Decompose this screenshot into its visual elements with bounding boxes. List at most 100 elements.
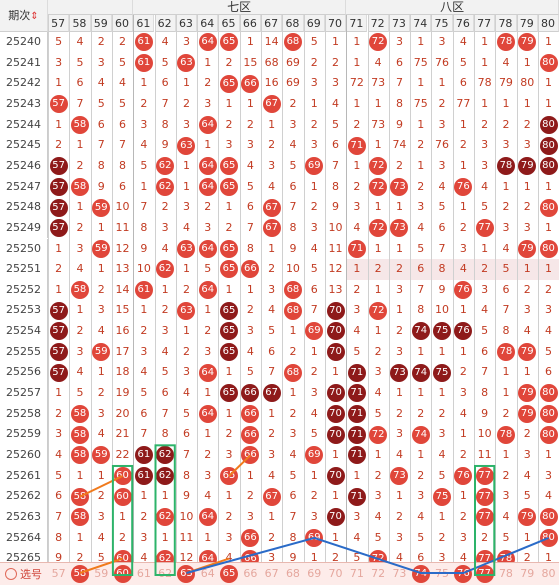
ball-25258-64: 64 xyxy=(198,405,217,424)
column-header-80[interactable]: 80 xyxy=(537,15,559,32)
miss-count-25241-72: 4 xyxy=(374,55,382,69)
column-header-62[interactable]: 62 xyxy=(154,15,176,32)
miss-count-25263-68: 7 xyxy=(289,509,297,523)
miss-count-25259-69: 5 xyxy=(310,427,318,441)
miss-count-25246-76: 1 xyxy=(459,158,467,172)
column-header-75[interactable]: 75 xyxy=(431,15,453,32)
picker-number-69[interactable]: 69 xyxy=(307,567,322,580)
picker-number-79[interactable]: 79 xyxy=(520,567,535,580)
picker-number-71[interactable]: 71 xyxy=(349,567,364,580)
ball-25255-65: 65 xyxy=(220,343,239,362)
picker-number-74[interactable]: 74 xyxy=(411,565,430,583)
miss-count-25245-57: 2 xyxy=(55,138,63,152)
miss-count-25252-74: 7 xyxy=(417,282,425,296)
miss-count-25246-58: 2 xyxy=(76,158,84,172)
miss-count-25248-76: 1 xyxy=(459,200,467,214)
column-header-65[interactable]: 65 xyxy=(218,15,240,32)
miss-count-25248-74: 3 xyxy=(417,200,425,214)
miss-count-25264-71: 4 xyxy=(353,530,361,544)
column-header-59[interactable]: 59 xyxy=(90,15,112,32)
picker-number-67[interactable]: 67 xyxy=(264,567,279,580)
ball-25246-79: 79 xyxy=(518,157,537,176)
miss-count-25261-68: 5 xyxy=(289,468,297,482)
miss-count-25262-72: 3 xyxy=(374,489,382,503)
column-header-68[interactable]: 68 xyxy=(282,15,304,32)
picker-number-60[interactable]: 60 xyxy=(113,565,132,583)
picker-number-64[interactable]: 64 xyxy=(200,567,215,580)
miss-count-25245-61: 4 xyxy=(140,138,148,152)
picker-number-58[interactable]: 58 xyxy=(70,565,89,583)
picker-number-72[interactable]: 72 xyxy=(371,567,386,580)
miss-count-25255-71: 5 xyxy=(353,344,361,358)
miss-count-25254-71: 4 xyxy=(353,324,361,338)
miss-count-25246-75: 3 xyxy=(438,158,446,172)
miss-count-25245-67: 2 xyxy=(268,138,276,152)
miss-count-25242-57: 1 xyxy=(55,76,63,90)
picker-number-65[interactable]: 65 xyxy=(220,565,239,583)
miss-count-25264-76: 3 xyxy=(459,530,467,544)
column-header-69[interactable]: 69 xyxy=(303,15,325,32)
miss-count-25264-62: 1 xyxy=(161,530,169,544)
column-header-57[interactable]: 57 xyxy=(48,15,70,32)
radio-circle-icon[interactable] xyxy=(5,568,17,580)
miss-count-25241-76: 5 xyxy=(459,55,467,69)
column-header-77[interactable]: 77 xyxy=(474,15,496,32)
picker-number-73[interactable]: 73 xyxy=(392,567,407,580)
ball-25247-57: 57 xyxy=(49,177,68,196)
picker-number-66[interactable]: 66 xyxy=(243,567,258,580)
miss-count-25256-66: 5 xyxy=(246,365,254,379)
ball-25253-72: 72 xyxy=(369,301,388,320)
miss-count-25247-69: 1 xyxy=(310,179,318,193)
ball-25250-71: 71 xyxy=(347,239,366,258)
column-header-76[interactable]: 76 xyxy=(452,15,474,32)
miss-count-25242-58: 6 xyxy=(76,76,84,90)
miss-count-25241-57: 3 xyxy=(55,55,63,69)
picker-number-63[interactable]: 63 xyxy=(177,565,196,583)
picker-number-59[interactable]: 59 xyxy=(94,567,109,580)
column-divider xyxy=(261,15,262,562)
picker-number-57[interactable]: 57 xyxy=(51,567,66,580)
picker-number-77[interactable]: 77 xyxy=(475,565,494,583)
miss-count-25263-66: 3 xyxy=(246,509,254,523)
column-header-70[interactable]: 70 xyxy=(324,15,347,32)
miss-count-25254-79: 4 xyxy=(523,324,531,338)
ball-25255-70: 70 xyxy=(326,343,345,362)
column-divider xyxy=(90,15,92,562)
column-header-66[interactable]: 66 xyxy=(239,15,261,32)
ball-25254-57: 57 xyxy=(49,322,68,341)
ball-25258-79: 79 xyxy=(518,405,537,424)
picker-number-76[interactable]: 76 xyxy=(454,565,473,583)
column-header-60[interactable]: 60 xyxy=(111,15,134,32)
column-header-74[interactable]: 74 xyxy=(410,15,432,32)
column-header-63[interactable]: 63 xyxy=(175,15,198,32)
column-header-67[interactable]: 67 xyxy=(261,15,283,32)
miss-count-25256-59: 1 xyxy=(97,365,105,379)
miss-count-25250-67: 1 xyxy=(268,241,276,255)
picker-number-75[interactable]: 75 xyxy=(435,567,450,580)
sort-arrows-icon[interactable]: ⇕ xyxy=(30,11,39,22)
period-column-header[interactable]: 期次⇕ xyxy=(0,0,48,32)
miss-count-25249-78: 3 xyxy=(502,220,510,234)
miss-count-25260-65: 3 xyxy=(225,448,233,461)
picker-number-70[interactable]: 70 xyxy=(328,567,343,580)
miss-count-25248-66: 6 xyxy=(246,200,254,214)
picker-number-62[interactable]: 62 xyxy=(158,567,173,580)
picker-number-61[interactable]: 61 xyxy=(136,567,151,580)
picker-number-78[interactable]: 78 xyxy=(498,567,513,580)
miss-count-25261-64: 3 xyxy=(204,468,212,482)
column-header-78[interactable]: 78 xyxy=(495,15,517,32)
miss-count-25260-68: 4 xyxy=(289,448,297,461)
miss-count-25256-58: 4 xyxy=(76,365,84,379)
column-header-58[interactable]: 58 xyxy=(69,15,91,32)
column-header-79[interactable]: 79 xyxy=(516,15,538,32)
miss-count-25252-75: 9 xyxy=(438,282,446,296)
picker-number-80[interactable]: 80 xyxy=(541,567,556,580)
column-header-61[interactable]: 61 xyxy=(133,15,155,32)
miss-count-25241-65: 2 xyxy=(225,55,233,69)
column-header-64[interactable]: 64 xyxy=(197,15,219,32)
column-header-71[interactable]: 71 xyxy=(346,15,368,32)
column-header-72[interactable]: 72 xyxy=(367,15,389,32)
column-header-73[interactable]: 73 xyxy=(388,15,411,32)
ball-25258-70: 70 xyxy=(326,405,345,424)
picker-number-68[interactable]: 68 xyxy=(285,567,300,580)
